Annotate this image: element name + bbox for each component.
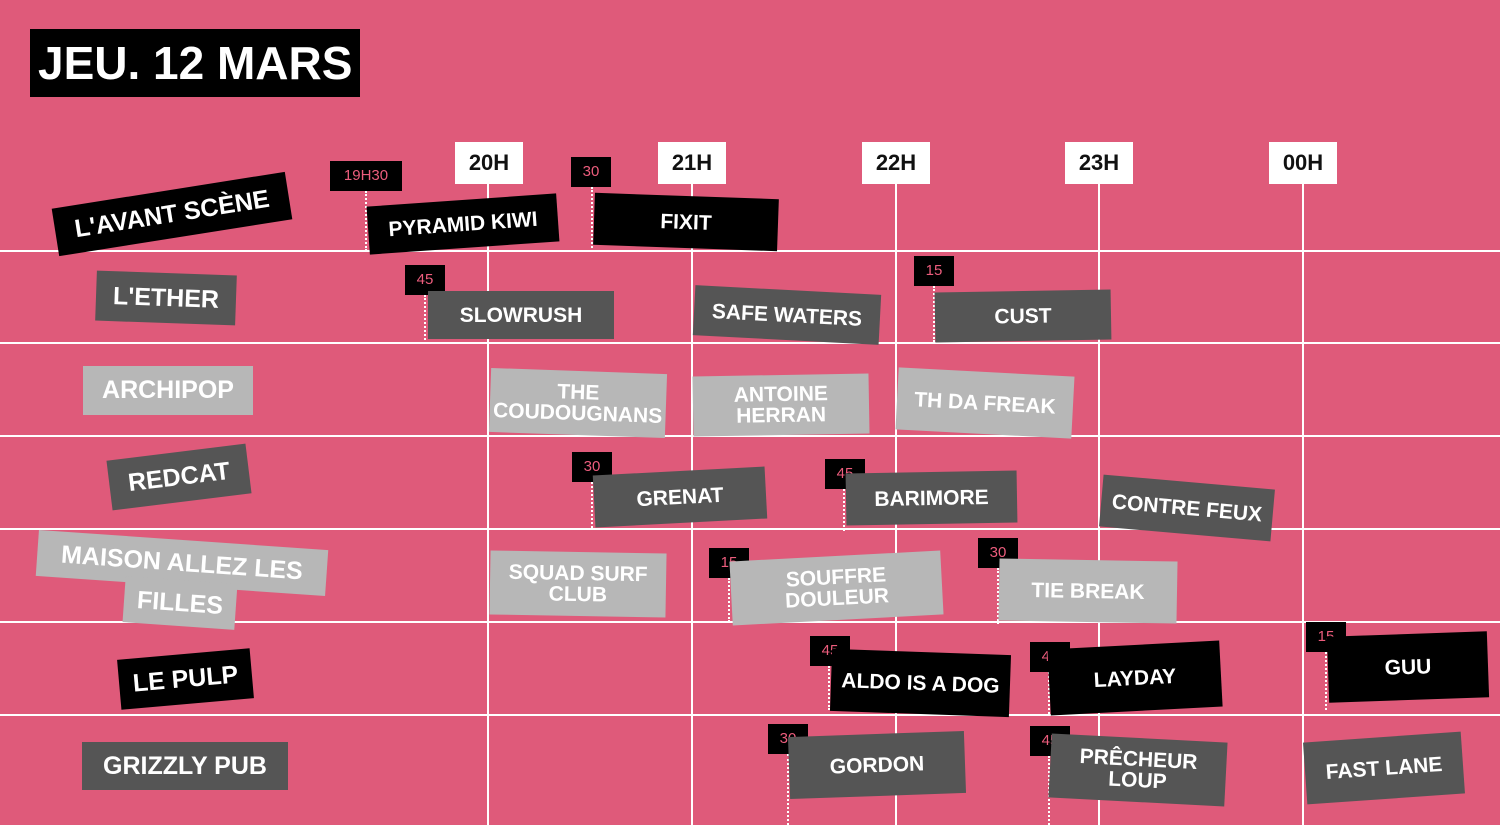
start-tag-pyramid-kiwi: 19H30: [330, 161, 402, 191]
start-marker-guu: [1325, 652, 1327, 710]
act-pyramid-kiwi[interactable]: PYRAMID KIWI: [366, 193, 560, 255]
act-layday[interactable]: LAYDAY: [1047, 640, 1223, 716]
row-divider: [0, 714, 1500, 716]
venue-ether[interactable]: L'ETHER: [95, 270, 237, 326]
act-slowrush[interactable]: SLOWRUSH: [428, 291, 614, 339]
act-guu[interactable]: GUU: [1326, 631, 1490, 703]
act-barimore[interactable]: BARIMORE: [845, 470, 1018, 526]
hour-label-00h: 00H: [1269, 142, 1337, 184]
act-antoine-herran[interactable]: ANTOINE HERRAN: [692, 373, 870, 437]
start-marker-barimore: [843, 489, 845, 531]
hour-label-22h: 22H: [862, 142, 930, 184]
start-marker-fixit: [591, 187, 593, 252]
venue-redcat[interactable]: REDCAT: [106, 443, 252, 511]
act-tie-break[interactable]: TIE BREAK: [998, 558, 1178, 624]
start-tag-slowrush: 45: [405, 265, 445, 295]
act-cust[interactable]: CUST: [934, 289, 1112, 343]
venue-avant-scene[interactable]: L'AVANT SCÈNE: [51, 171, 293, 257]
venue-le-pulp[interactable]: LE PULP: [117, 648, 254, 710]
start-tag-cust: 15: [914, 256, 954, 286]
start-marker-cust: [933, 286, 935, 342]
venue-archipop[interactable]: ARCHIPOP: [83, 366, 253, 415]
act-contre-feux[interactable]: CONTRE FEUX: [1099, 474, 1275, 542]
start-marker-pyramid-kiwi: [365, 191, 367, 251]
act-gordon[interactable]: GORDON: [787, 730, 967, 800]
act-th-da-freak[interactable]: TH DA FREAK: [895, 367, 1075, 439]
act-the-coudougnans-line1: THE: [556, 380, 600, 405]
act-aldo-is-a-dog[interactable]: ALDO IS A DOG: [829, 648, 1012, 718]
start-marker-grenat: [591, 482, 593, 528]
row-divider: [0, 250, 1500, 252]
row-divider: [0, 342, 1500, 344]
hour-line-00h: [1302, 180, 1304, 825]
start-marker-tie-break: [997, 568, 999, 624]
venue-grizzly-pub[interactable]: GRIZZLY PUB: [82, 742, 288, 790]
start-marker-aldo-is-a-dog: [828, 666, 830, 710]
start-marker-gordon: [787, 754, 789, 825]
act-precheur-loup[interactable]: PRÊCHEUR LOUP: [1048, 733, 1228, 807]
hour-label-21h: 21H: [658, 142, 726, 184]
act-fast-lane[interactable]: FAST LANE: [1303, 731, 1465, 805]
act-squad-surf-club[interactable]: SQUAD SURF CLUB: [489, 550, 667, 618]
hour-label-20h: 20H: [455, 142, 523, 184]
start-marker-slowrush: [424, 295, 426, 340]
act-the-coudougnans[interactable]: THE COUDOUGNANS: [488, 367, 668, 439]
page-title: JEU. 12 MARS: [30, 29, 361, 97]
act-grenat[interactable]: GRENAT: [592, 466, 768, 528]
row-divider: [0, 435, 1500, 437]
act-precheur-loup-line2: LOUP: [1107, 767, 1168, 794]
act-safe-waters[interactable]: SAFE WATERS: [692, 285, 882, 345]
act-antoine-herran-line2: HERRAN: [736, 403, 827, 428]
venue-maison-allez-les-filles-line2[interactable]: FILLES: [122, 576, 238, 630]
act-fixit[interactable]: FIXIT: [593, 192, 779, 252]
hour-line-23h: [1098, 180, 1100, 825]
row-divider: [0, 528, 1500, 530]
act-squad-surf-club-line2: CLUB: [548, 582, 608, 607]
act-squad-surf-club-line1: SQUAD SURF: [508, 560, 648, 587]
hour-line-20h: [487, 180, 489, 825]
start-marker-souffre-douleur: [728, 578, 730, 622]
hour-label-23h: 23H: [1065, 142, 1133, 184]
act-the-coudougnans-line2: COUDOUGNANS: [492, 399, 663, 428]
act-souffre-douleur[interactable]: SOUFFRE DOULEUR: [729, 550, 944, 626]
start-tag-fixit: 30: [571, 157, 611, 187]
